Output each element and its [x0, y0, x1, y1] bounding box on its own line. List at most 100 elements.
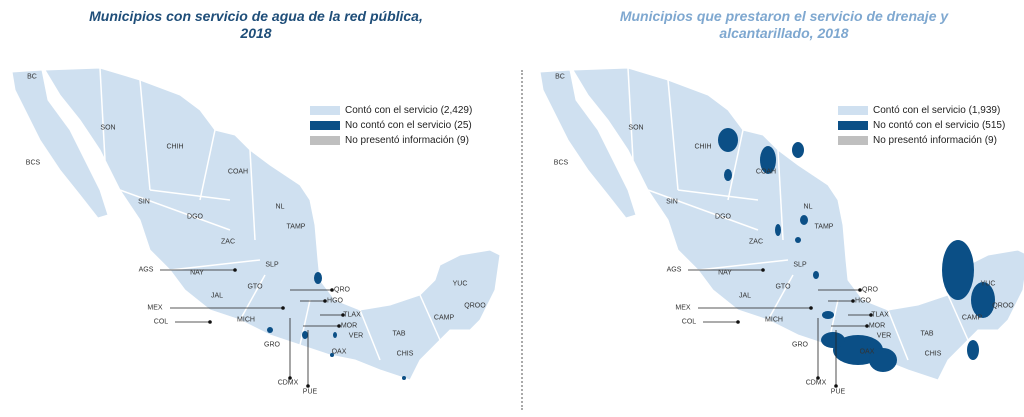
leader-dot — [288, 376, 292, 380]
state-label: MEX — [147, 304, 163, 312]
state-label: JAL — [738, 292, 752, 300]
state-label: NAY — [718, 269, 732, 277]
state-label: CHIS — [924, 350, 942, 358]
state-label: DGO — [187, 213, 203, 221]
state-label: NL — [275, 203, 285, 211]
legend-item: No contó con el servicio (515) — [838, 118, 1005, 133]
leader-dot — [761, 268, 765, 272]
state-border — [627, 67, 634, 161]
leader-dot — [869, 313, 873, 317]
legend-item: No contó con el servicio (25) — [310, 118, 472, 133]
legend-swatch — [838, 121, 868, 130]
state-label: CHIH — [694, 143, 712, 151]
state-label: QRO — [862, 286, 878, 294]
not-served-area — [402, 376, 406, 380]
legend-label: No presentó información (9) — [873, 135, 997, 146]
state-border — [667, 79, 679, 191]
state-label: CDMX — [805, 379, 827, 387]
legend-label: Contó con el servicio (2,429) — [345, 105, 473, 116]
legend-swatch — [310, 106, 340, 115]
state-label: MOR — [868, 322, 886, 330]
state-border — [99, 67, 106, 161]
not-served-area — [813, 271, 819, 279]
state-border — [199, 129, 216, 201]
not-served-area — [869, 348, 897, 372]
leader-dot — [323, 299, 327, 303]
legend-swatch — [310, 136, 340, 145]
state-label: SON — [628, 124, 644, 132]
state-label: ZAC — [749, 238, 763, 246]
mexico-map — [539, 67, 1024, 388]
mexico-map — [11, 67, 501, 388]
leader-dot — [816, 376, 820, 380]
state-label: VER — [876, 332, 892, 340]
not-served-area — [821, 332, 845, 348]
state-region — [44, 67, 501, 381]
state-label: GRO — [792, 341, 808, 349]
not-served-area — [333, 332, 337, 338]
state-label: QROO — [464, 302, 486, 310]
state-label: SLP — [265, 261, 279, 269]
state-label: YUC — [980, 280, 996, 288]
state-label: MEX — [675, 304, 691, 312]
leader-dot — [330, 288, 334, 292]
state-label: BC — [555, 73, 565, 81]
not-served-area — [971, 282, 995, 318]
state-label: ZAC — [221, 238, 235, 246]
leader-dot — [337, 324, 341, 328]
legend-swatch — [838, 136, 868, 145]
state-label: SON — [100, 124, 116, 132]
state-label: AGS — [666, 266, 682, 274]
state-label: JAL — [210, 292, 224, 300]
state-border — [239, 274, 266, 321]
state-label: TAB — [392, 330, 406, 338]
legend-label: No contó con el servicio (515) — [873, 120, 1006, 131]
legend-item: No presentó información (9) — [838, 133, 1005, 148]
state-label: SIN — [666, 198, 678, 206]
state-label: CAMP — [433, 314, 455, 322]
state-label: CDMX — [277, 379, 299, 387]
state-label: PUE — [830, 388, 846, 396]
state-border — [359, 309, 381, 361]
leader-dot — [233, 268, 237, 272]
divider — [521, 70, 523, 410]
not-served-area — [330, 353, 334, 357]
legend-label: No contó con el servicio (25) — [345, 120, 472, 131]
state-border — [119, 189, 231, 231]
not-served-area — [822, 311, 834, 319]
not-served-area — [795, 237, 801, 243]
not-served-area — [760, 146, 776, 174]
state-border — [169, 259, 261, 271]
state-label: BCS — [553, 159, 569, 167]
drainage-map-panel: Municipios que prestaron el servicio de … — [528, 0, 1024, 417]
state-label: MOR — [340, 322, 358, 330]
state-label: VER — [348, 332, 364, 340]
state-label: NAY — [190, 269, 204, 277]
not-served-area — [942, 240, 974, 300]
leader-dot — [306, 384, 310, 388]
not-served-area — [724, 169, 732, 181]
state-label: TAB — [920, 330, 934, 338]
state-label: TLAX — [871, 311, 889, 319]
state-label: AGS — [138, 266, 154, 274]
state-region — [572, 67, 1024, 381]
legend-swatch — [838, 106, 868, 115]
state-label: GRO — [264, 341, 280, 349]
not-served-area — [792, 142, 804, 158]
state-label: OAX — [859, 348, 875, 356]
not-served-area — [775, 224, 781, 236]
state-label: GTO — [775, 283, 791, 291]
not-served-area — [718, 128, 738, 152]
state-label: HGO — [327, 297, 343, 305]
state-label: TLAX — [343, 311, 361, 319]
legend-item: Contó con el servicio (1,939) — [838, 103, 1005, 118]
not-served-area — [800, 215, 808, 225]
state-label: COAH — [755, 168, 777, 176]
legend-label: No presentó información (9) — [345, 135, 469, 146]
legend-label: Contó con el servicio (1,939) — [873, 105, 1001, 116]
state-label: COAH — [227, 168, 249, 176]
state-label: PUE — [302, 388, 318, 396]
state-label: TAMP — [814, 223, 834, 231]
state-border — [299, 299, 311, 346]
state-border — [777, 149, 784, 241]
